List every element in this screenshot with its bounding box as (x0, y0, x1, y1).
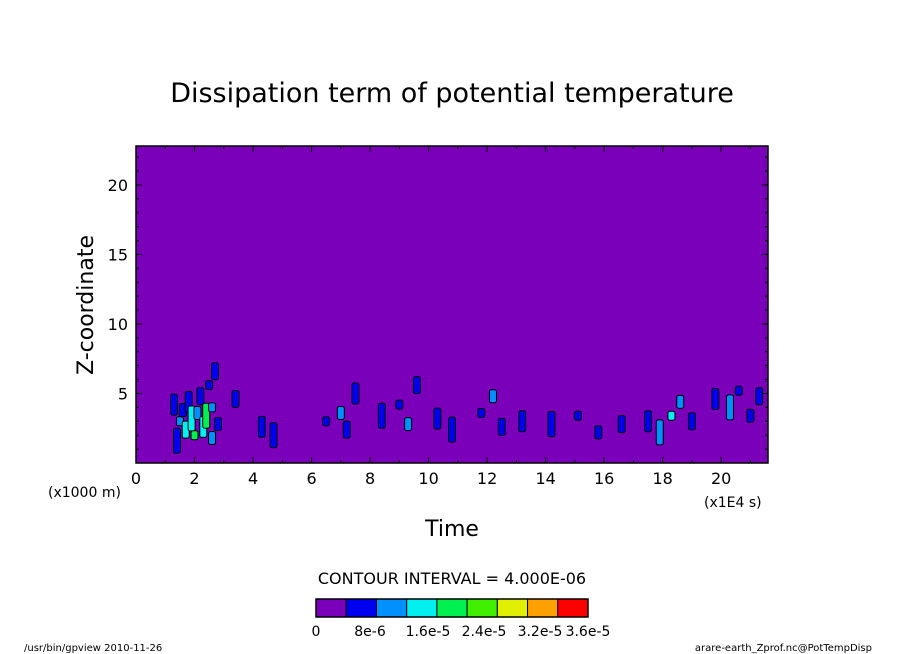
data-cell (755, 387, 764, 406)
data-cell (644, 410, 653, 433)
y-axis-label: Z-coordinate (74, 235, 99, 375)
data-cell (322, 416, 331, 427)
chart-title: Dissipation term of potential temperatur… (170, 78, 734, 109)
data-cell (412, 376, 421, 395)
data-cell (211, 362, 219, 381)
y-axis: 5 10 15 20 (108, 156, 768, 450)
data-cell (231, 390, 240, 409)
plot-background (136, 146, 768, 463)
colorbar-swatch (527, 598, 559, 618)
y-unit-note: (x1000 m) (48, 485, 121, 501)
colorbar-swatch (375, 598, 408, 618)
x-tick-label: 0 (131, 469, 141, 488)
x-tick-label: 16 (594, 469, 614, 488)
data-cell (208, 402, 217, 413)
data-cell (655, 419, 664, 446)
x-tick-label: 14 (535, 469, 555, 488)
colorbar-swatch (345, 598, 377, 618)
data-cell (746, 408, 755, 423)
colorbar-swatch (315, 598, 347, 618)
colorbar-label: 0 (312, 624, 321, 640)
x-unit-note: (x1E4 s) (704, 495, 762, 511)
data-cell (196, 387, 205, 406)
x-tick-label: 18 (652, 469, 672, 488)
data-cell (497, 417, 506, 436)
footer-left: /usr/bin/gpview 2010-11-26 (24, 643, 162, 654)
data-cell (547, 411, 556, 438)
colorbar-swatch (466, 598, 498, 618)
y-tick-label: 5 (118, 384, 128, 403)
colorbar-swatch (496, 598, 529, 618)
data-cell (404, 417, 413, 432)
x-tick-label: 10 (418, 469, 438, 488)
colorbar-swatch (406, 598, 438, 618)
data-cell (202, 402, 211, 429)
x-tick-label: 2 (189, 469, 199, 488)
data-cell (257, 415, 266, 438)
data-cell (477, 407, 486, 418)
colorbar-swatch (557, 598, 589, 618)
data-cell (433, 407, 442, 430)
colorbar-label: 3.6e-5 (566, 624, 611, 640)
data-cell (269, 422, 278, 449)
x-tick-label: 4 (248, 469, 258, 488)
x-tick-label: 8 (365, 469, 375, 488)
data-cell (734, 385, 743, 396)
data-cell (448, 416, 456, 443)
plot-frame (135, 145, 769, 464)
contour-interval: CONTOUR INTERVAL = 4.000E-06 (318, 569, 586, 588)
data-cell (170, 393, 179, 416)
data-cell (208, 430, 217, 445)
colorbar: 0 8e-6 1.6e-5 2.4e-5 3.2e-5 3.6e-5 (312, 598, 611, 640)
data-cell (395, 399, 404, 410)
x-tick-label: 6 (306, 469, 316, 488)
data-cell (377, 402, 386, 429)
colorbar-frame (315, 598, 589, 618)
footer-right: arare-earth_Zprof.nc@PotTempDisp (695, 643, 872, 654)
data-cell (172, 427, 181, 454)
data-cell (725, 394, 734, 421)
x-tick-label: 12 (477, 469, 497, 488)
colorbar-label: 1.6e-5 (406, 624, 451, 640)
data-cell (667, 410, 676, 421)
data-cell (205, 380, 214, 391)
colorbar-label: 3.2e-5 (518, 624, 563, 640)
data-cell (342, 420, 351, 439)
data-cell (617, 415, 626, 434)
data-cell (351, 382, 360, 405)
data-cell (193, 405, 202, 420)
colorbar-label: 2.4e-5 (462, 624, 507, 640)
data-cell (190, 430, 199, 441)
x-axis-label: Time (424, 517, 479, 542)
data-cells (170, 362, 764, 454)
data-cell (676, 394, 685, 409)
data-cell (488, 389, 497, 404)
data-cell (336, 405, 345, 420)
x-axis: 0 2 4 6 8 10 12 14 16 18 20 (131, 146, 751, 488)
x-tick-label: 20 (711, 469, 731, 488)
colorbar-swatch (436, 598, 468, 618)
y-tick-label: 10 (108, 315, 128, 334)
colorbar-label: 8e-6 (354, 624, 386, 640)
y-tick-label: 20 (108, 176, 128, 195)
y-tick-label: 15 (108, 245, 128, 264)
data-cell (687, 412, 696, 431)
data-cell (711, 388, 720, 411)
data-cell (573, 410, 582, 421)
data-cell (213, 417, 222, 432)
data-cell (594, 425, 603, 440)
data-cell (518, 410, 527, 433)
